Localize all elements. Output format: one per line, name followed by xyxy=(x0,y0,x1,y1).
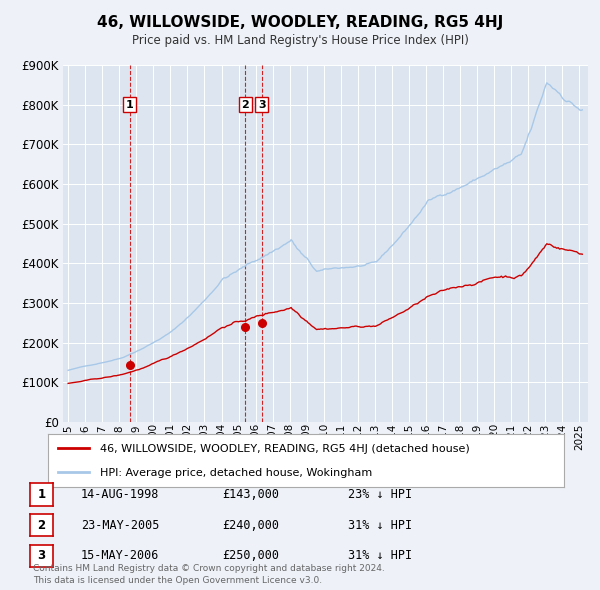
Text: £250,000: £250,000 xyxy=(222,549,279,562)
Text: 15-MAY-2006: 15-MAY-2006 xyxy=(81,549,160,562)
Text: 3: 3 xyxy=(37,549,46,562)
Text: £143,000: £143,000 xyxy=(222,488,279,501)
Text: 46, WILLOWSIDE, WOODLEY, READING, RG5 4HJ: 46, WILLOWSIDE, WOODLEY, READING, RG5 4H… xyxy=(97,15,503,30)
Text: HPI: Average price, detached house, Wokingham: HPI: Average price, detached house, Woki… xyxy=(100,468,372,478)
Text: 2: 2 xyxy=(241,100,249,110)
Text: 31% ↓ HPI: 31% ↓ HPI xyxy=(348,549,412,562)
Text: £240,000: £240,000 xyxy=(222,519,279,532)
Text: 3: 3 xyxy=(258,100,266,110)
Text: 23% ↓ HPI: 23% ↓ HPI xyxy=(348,488,412,501)
Text: 2: 2 xyxy=(37,519,46,532)
Text: 31% ↓ HPI: 31% ↓ HPI xyxy=(348,519,412,532)
Text: 1: 1 xyxy=(126,100,134,110)
Text: 14-AUG-1998: 14-AUG-1998 xyxy=(81,488,160,501)
Text: 1: 1 xyxy=(37,488,46,501)
Text: 23-MAY-2005: 23-MAY-2005 xyxy=(81,519,160,532)
Text: 46, WILLOWSIDE, WOODLEY, READING, RG5 4HJ (detached house): 46, WILLOWSIDE, WOODLEY, READING, RG5 4H… xyxy=(100,444,469,454)
Text: Contains HM Land Registry data © Crown copyright and database right 2024.
This d: Contains HM Land Registry data © Crown c… xyxy=(33,564,385,585)
Text: Price paid vs. HM Land Registry's House Price Index (HPI): Price paid vs. HM Land Registry's House … xyxy=(131,34,469,47)
